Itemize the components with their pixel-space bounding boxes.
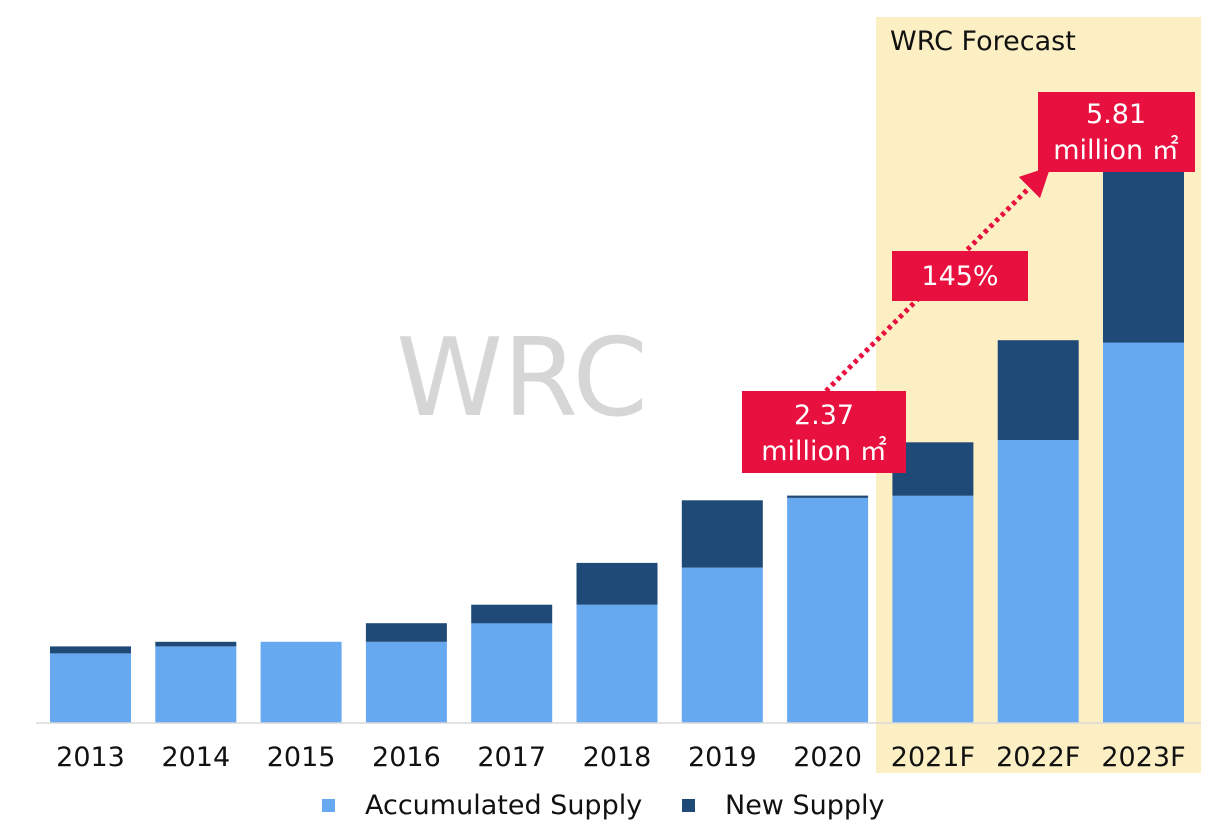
bar-new-2016 [365, 623, 447, 642]
bar-new-2020 [787, 495, 869, 498]
bar-accumulated-2018 [576, 604, 658, 723]
legend-swatch-new [682, 799, 695, 812]
legend-label-new: New Supply [725, 790, 885, 821]
bar-accumulated-2023F [1103, 342, 1184, 723]
legend-item-new: New Supply [682, 790, 884, 821]
end-unit: million ㎡ [1053, 135, 1179, 166]
bar-accumulated-2014 [155, 646, 237, 723]
forecast-label: WRC Forecast [890, 26, 1076, 57]
bar-accumulated-2015 [260, 641, 342, 723]
end-value: 5.81 [1086, 99, 1146, 130]
legend-swatch-accumulated [322, 799, 335, 812]
x-tick-label-2021F: 2021F [891, 742, 975, 773]
x-tick-label-2022F: 2022F [996, 742, 1080, 773]
bar-new-2023F [1103, 161, 1184, 343]
legend-item-accumulated: Accumulated Supply [322, 790, 642, 821]
x-tick-label-2013: 2013 [56, 742, 125, 773]
bar-accumulated-2016 [365, 641, 447, 723]
bar-new-2022F [997, 340, 1079, 440]
x-tick-label-2014: 2014 [161, 742, 230, 773]
growth-value: 145% [921, 261, 998, 292]
x-tick-label-2017: 2017 [477, 742, 546, 773]
x-tick-label-2018: 2018 [583, 742, 652, 773]
x-tick-label-2020: 2020 [793, 742, 862, 773]
watermark: WRC [396, 316, 648, 441]
bar-accumulated-2019 [681, 567, 763, 723]
x-tick-label-2023F: 2023F [1101, 742, 1185, 773]
bar-accumulated-2020 [787, 498, 869, 723]
bar-new-2019 [681, 500, 763, 568]
legend-label-accumulated: Accumulated Supply [365, 790, 643, 821]
start-unit: million ㎡ [761, 436, 887, 467]
start-value: 2.37 [794, 400, 854, 431]
bar-new-2014 [155, 641, 237, 647]
x-tick-label-2019: 2019 [688, 742, 757, 773]
legend: Accumulated Supply New Supply [0, 786, 1227, 830]
bar-new-2018 [576, 562, 658, 605]
bar-new-2017 [471, 604, 553, 624]
start-value-box [742, 391, 906, 473]
end-value-box [1038, 92, 1195, 172]
bar-accumulated-2021F [892, 495, 974, 723]
growth-box [892, 251, 1028, 301]
bar-accumulated-2013 [50, 653, 131, 723]
x-tick-label-2015: 2015 [267, 742, 336, 773]
bar-accumulated-2017 [471, 623, 553, 723]
growth-arrow [824, 166, 1051, 393]
bar-new-2013 [50, 646, 131, 654]
x-tick-label-2016: 2016 [372, 742, 441, 773]
bar-accumulated-2022F [997, 440, 1079, 723]
